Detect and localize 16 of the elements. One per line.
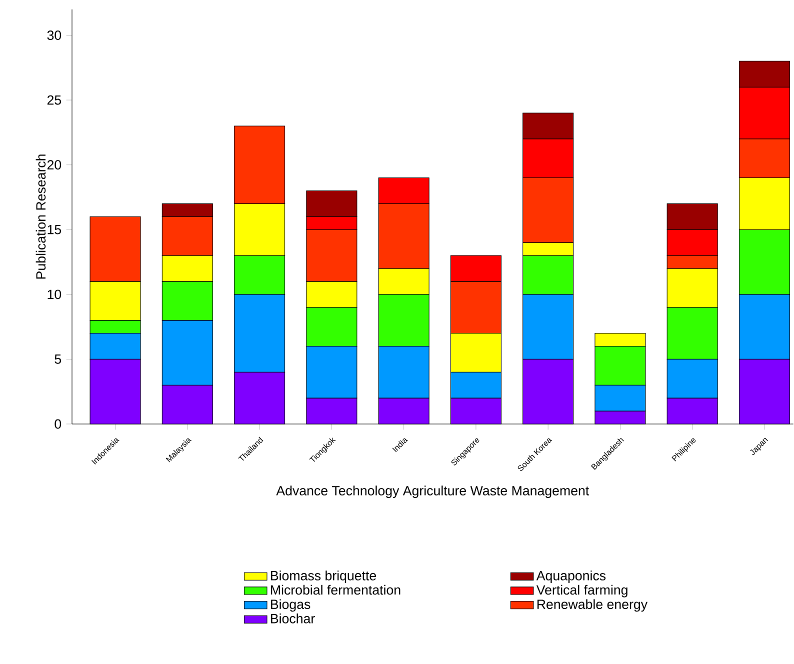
legend-label: Aquaponics <box>536 570 606 583</box>
legend-label: Renewable energy <box>537 599 648 612</box>
legend-label: Biomass briquette <box>271 570 376 583</box>
legend-label: Microbial fermentation <box>271 584 400 595</box>
y-axis-title: Publication Research <box>36 154 46 279</box>
y-tick-label: 30 <box>47 30 62 40</box>
legend-label: Biochar <box>271 614 315 624</box>
y-tick-label: 0 <box>54 419 62 429</box>
legend-label: Vertical farming <box>536 584 628 598</box>
y-tick-label: 5 <box>54 354 62 364</box>
y-tick-label: 15 <box>48 224 62 234</box>
y-tick-label: 25 <box>47 95 62 105</box>
y-tick-label: 10 <box>48 290 62 300</box>
x-axis-title: Advance Technology Agriculture Waste Management <box>276 486 590 498</box>
y-tick-label: 20 <box>47 160 62 170</box>
legend-label: Biogas <box>271 599 310 612</box>
